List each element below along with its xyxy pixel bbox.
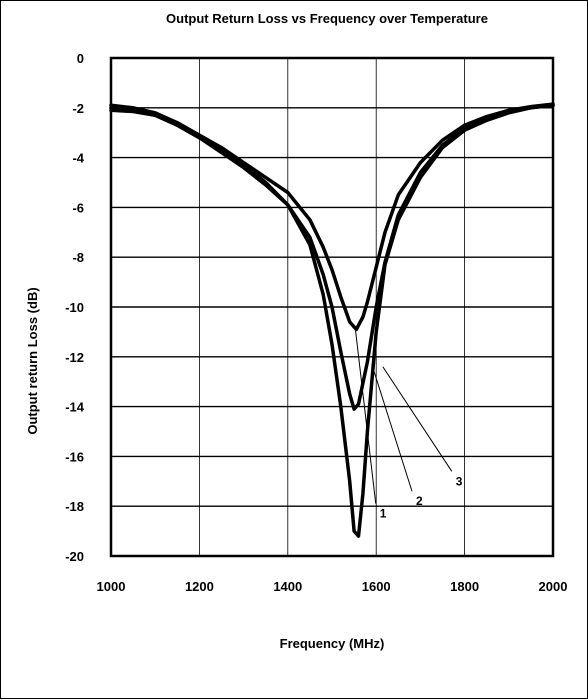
y-tick-label: -12 [65, 350, 84, 365]
y-tick-label: 0 [77, 51, 84, 66]
series-line-3 [109, 102, 555, 332]
callout-leader [371, 364, 413, 492]
y-tick-label: -18 [65, 499, 84, 514]
y-axis-label: Output return Loss (dB) [25, 287, 40, 434]
callout-label: 2 [416, 494, 423, 508]
y-tick-label: -8 [72, 250, 84, 265]
y-tick-label: -10 [65, 300, 84, 315]
chart-title: Output Return Loss vs Frequency over Tem… [166, 11, 488, 26]
plot-area-border [109, 56, 555, 558]
series-lines [109, 102, 555, 538]
y-tick-label: -4 [72, 151, 84, 166]
y-tick-label: -14 [65, 400, 85, 415]
x-axis-label: Frequency (MHz) [280, 636, 385, 651]
callout-leader [382, 366, 453, 472]
x-tick-label: 1400 [273, 579, 302, 594]
callout-label: 3 [456, 474, 463, 488]
y-tick-label: -6 [72, 200, 84, 215]
y-axis-ticks: 0 -2 -4 -6 -8 -10 -12 -14 -16 -18 -20 [65, 51, 85, 564]
series-line-1 [109, 103, 555, 538]
y-tick-label: -2 [72, 101, 84, 116]
x-axis-ticks: 1000 1200 1400 1600 1800 2000 [97, 579, 568, 594]
x-tick-label: 2000 [539, 579, 568, 594]
x-tick-label: 1800 [450, 579, 479, 594]
series-line-2 [109, 103, 555, 411]
callout-label: 1 [380, 507, 387, 521]
x-tick-label: 1200 [185, 579, 214, 594]
x-tick-label: 1000 [97, 579, 126, 594]
y-tick-label: -16 [65, 449, 84, 464]
x-tick-label: 1600 [362, 579, 391, 594]
callout-leader [354, 329, 377, 504]
y-tick-label: -20 [65, 549, 84, 564]
callouts: 1 2 3 [354, 329, 463, 521]
